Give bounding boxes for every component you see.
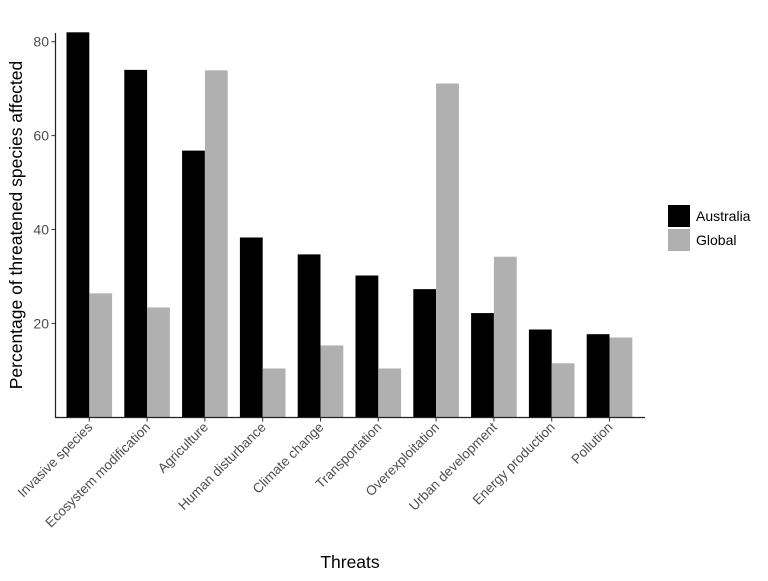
y-axis-label: Percentage of threatened species affecte…	[6, 61, 26, 390]
y-tick-label: 20	[33, 315, 49, 331]
x-axis-label: Threats	[320, 552, 380, 572]
y-tick-label: 60	[33, 128, 49, 144]
bar-australia-overexploitation	[413, 289, 437, 418]
bar-global-invasive-species	[89, 293, 113, 418]
bar-australia-transportation	[355, 275, 379, 418]
x-tick-label: Ecosystem modification	[42, 420, 153, 531]
legend-label-australia: Australia	[696, 208, 751, 224]
bars	[66, 32, 633, 418]
bar-global-pollution	[609, 337, 633, 418]
bar-global-transportation	[378, 368, 402, 418]
legend-swatch-australia	[668, 205, 690, 227]
bar-global-ecosystem-modification	[147, 307, 170, 418]
bar-global-urban-development	[493, 256, 517, 418]
y-tick-label: 40	[33, 222, 49, 238]
bar-global-energy-production	[551, 363, 575, 418]
bar-australia-urban-development	[471, 313, 494, 418]
bar-australia-human-disturbance	[239, 237, 263, 418]
bar-global-overexploitation	[436, 83, 459, 418]
y-ticks: 20 40 60 80	[33, 34, 56, 331]
legend-swatch-global	[668, 229, 690, 251]
bar-australia-climate-change	[297, 254, 321, 418]
bar-australia-agriculture	[182, 150, 205, 418]
y-tick-label: 80	[33, 34, 49, 50]
bar-global-human-disturbance	[262, 368, 286, 418]
legend-label-global: Global	[696, 232, 736, 248]
bar-australia-energy-production	[528, 329, 552, 418]
bar-australia-ecosystem-modification	[124, 69, 148, 418]
x-tick-label: Pollution	[568, 420, 615, 467]
bar-australia-invasive-species	[66, 32, 90, 418]
bar-australia-pollution	[586, 334, 610, 418]
bar-global-climate-change	[320, 345, 344, 418]
x-tick-label: Agriculture	[155, 420, 211, 476]
bar-global-agriculture	[204, 70, 228, 418]
legend: Australia Global	[668, 205, 751, 251]
